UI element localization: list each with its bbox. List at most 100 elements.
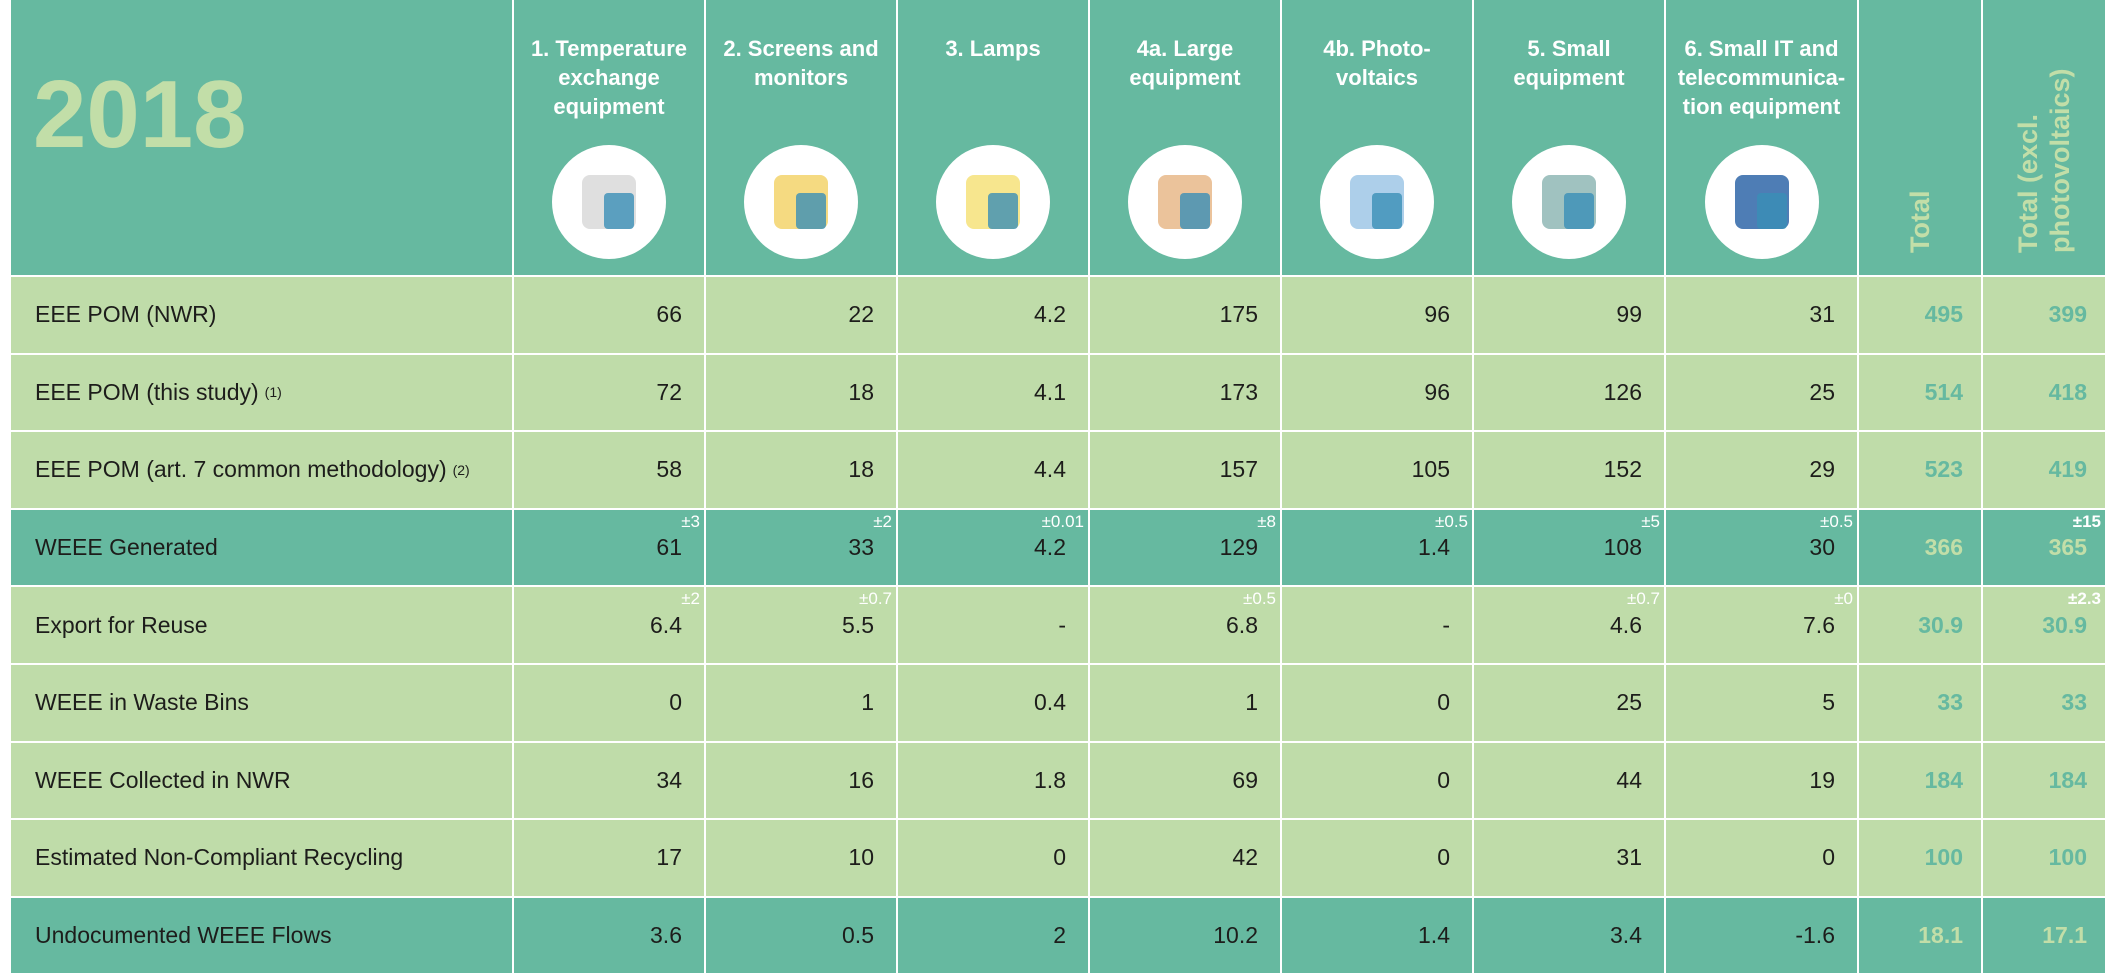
value-cell: 173 — [1090, 354, 1280, 431]
icon-shape — [988, 193, 1018, 229]
value-cell: 1.4 — [1282, 897, 1472, 973]
value-cell: 33 — [1983, 665, 2105, 741]
column-header: 5. Small equipment — [1474, 0, 1664, 275]
value-cell: 184 — [1983, 742, 2105, 819]
value-cell: 72 — [514, 354, 704, 431]
value: 31 — [1809, 301, 1835, 328]
value-cell: 18.1 — [1859, 897, 1981, 973]
value: 7.6 — [1803, 611, 1835, 638]
value-cell: 0 — [1282, 742, 1472, 819]
value: 18.1 — [1918, 922, 1963, 949]
icon — [744, 145, 858, 259]
value: 0 — [1822, 844, 1835, 871]
value-cell: 33 — [1859, 665, 1981, 741]
column-title: 4b. Photo-voltaics — [1323, 36, 1431, 90]
value-cell: 30.9 ±2.3 — [1983, 587, 2105, 663]
value-cell: 3.4 — [1474, 897, 1664, 973]
value-cell: 4.2 — [898, 277, 1088, 353]
value: 16 — [848, 766, 874, 793]
uncertainty: ±0.7 — [1627, 589, 1660, 609]
value: 1.4 — [1418, 922, 1450, 949]
value: 58 — [656, 456, 682, 483]
value-cell: 34 — [514, 742, 704, 819]
value-cell: 58 — [514, 432, 704, 508]
value: 1 — [861, 689, 874, 716]
value-cell: 25 — [1474, 665, 1664, 741]
value-cell: 30 ±0.5 — [1666, 509, 1857, 586]
value: 1.8 — [1034, 766, 1066, 793]
icon-shape — [604, 193, 634, 229]
icon — [1512, 145, 1626, 259]
row-label-text: Export for Reuse — [35, 611, 208, 638]
uncertainty: ±2 — [681, 589, 700, 609]
value-cell: 0 — [514, 665, 704, 741]
row-label-text: EEE POM (this study) — [35, 378, 259, 405]
value-cell: 419 — [1983, 432, 2105, 508]
value: 69 — [1232, 766, 1258, 793]
value: 33 — [2061, 689, 2087, 716]
icon — [1128, 145, 1242, 259]
value-cell: 1.4 ±0.5 — [1282, 509, 1472, 586]
value: 514 — [1924, 378, 1963, 405]
value: 129 — [1219, 534, 1258, 561]
value-cell: 4.6 ±0.7 — [1474, 587, 1664, 663]
value: 3.4 — [1610, 922, 1642, 949]
value: 61 — [656, 534, 682, 561]
row-label-text: Estimated Non-Compliant Recycling — [35, 844, 404, 871]
value: 0 — [669, 689, 682, 716]
value-cell: 18 — [706, 432, 896, 508]
icon-shape — [1564, 193, 1594, 229]
value-cell: 523 — [1859, 432, 1981, 508]
footnote-ref: (2) — [452, 461, 470, 478]
value-cell: 0.4 — [898, 665, 1088, 741]
value: 33 — [848, 534, 874, 561]
column-title: 4a. Large equipment — [1129, 36, 1241, 90]
value: -1.6 — [1795, 922, 1835, 949]
value: 72 — [656, 378, 682, 405]
value-cell: 66 — [514, 277, 704, 353]
value-cell: 42 — [1090, 820, 1280, 896]
value-cell: 495 — [1859, 277, 1981, 353]
value: 30.9 — [2042, 611, 2087, 638]
column-title: Total (excl. photovoltaics) — [2013, 68, 2075, 253]
column-title: 2. Screens and monitors — [723, 36, 879, 90]
column-header: 6. Small IT and telecommunica-tion equip… — [1666, 0, 1857, 275]
value: 100 — [2048, 844, 2087, 871]
value-cell: 44 — [1474, 742, 1664, 819]
value: 175 — [1219, 301, 1258, 328]
value-cell: 19 — [1666, 742, 1857, 819]
value: 365 — [2048, 534, 2087, 561]
value: 30 — [1809, 534, 1835, 561]
column-header: 4a. Large equipment — [1090, 0, 1280, 275]
value: 6.4 — [650, 611, 682, 638]
value: 30.9 — [1918, 611, 1963, 638]
row-label-text: WEEE Generated — [35, 534, 218, 561]
value-cell: 175 — [1090, 277, 1280, 353]
value-cell: 5 — [1666, 665, 1857, 741]
value-cell: 6.8 ±0.5 — [1090, 587, 1280, 663]
value: 25 — [1809, 378, 1835, 405]
value-cell: 5.5 ±0.7 — [706, 587, 896, 663]
icon-shape — [796, 193, 826, 229]
value-cell: 61 ±3 — [514, 509, 704, 586]
value-cell: 108 ±5 — [1474, 509, 1664, 586]
value: 100 — [1924, 844, 1963, 871]
row-label-text: WEEE in Waste Bins — [35, 689, 249, 716]
uncertainty: ±15 — [2072, 511, 2101, 531]
row-label: WEEE Generated — [11, 509, 512, 586]
row-label: Export for Reuse — [11, 587, 512, 663]
value: 25 — [1616, 689, 1642, 716]
value-cell: 10.2 — [1090, 897, 1280, 973]
icon-shape — [1372, 193, 1402, 229]
value-cell: 184 — [1859, 742, 1981, 819]
row-label: EEE POM (art. 7 common methodology) (2) — [11, 432, 512, 508]
icon-shape — [1756, 193, 1787, 229]
value-cell: 99 — [1474, 277, 1664, 353]
row-label: EEE POM (NWR) — [11, 277, 512, 353]
value-cell: 1 — [1090, 665, 1280, 741]
value: 66 — [656, 301, 682, 328]
value-cell: 157 — [1090, 432, 1280, 508]
value: 523 — [1924, 456, 1963, 483]
value: 4.1 — [1034, 378, 1066, 405]
